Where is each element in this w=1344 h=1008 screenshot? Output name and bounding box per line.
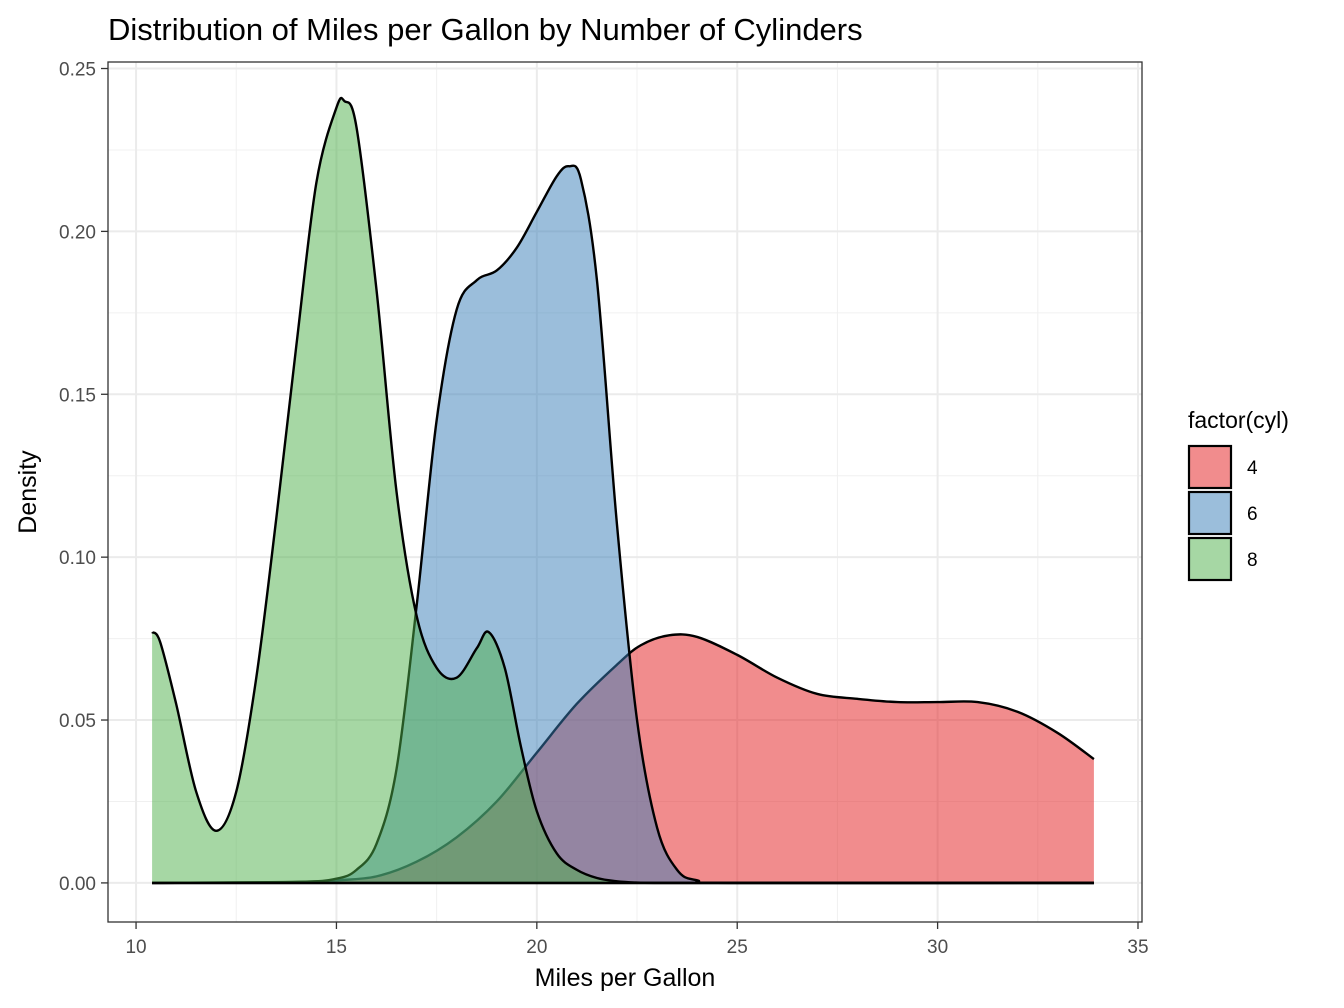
legend-key-4 bbox=[1187, 444, 1233, 490]
y-tick-label: 0.10 bbox=[59, 548, 96, 569]
x-tick-label: 15 bbox=[326, 937, 347, 958]
legend-label-6: 6 bbox=[1247, 504, 1258, 525]
legend-label-8: 8 bbox=[1247, 550, 1258, 571]
x-tick-label: 25 bbox=[727, 937, 748, 958]
legend-key-8 bbox=[1187, 536, 1233, 582]
density-area-8 bbox=[152, 97, 1094, 883]
x-tick-label: 30 bbox=[927, 937, 948, 958]
y-tick-label: 0.00 bbox=[59, 874, 96, 895]
density-series bbox=[151, 96, 1095, 885]
density-line-8 bbox=[151, 96, 1094, 885]
y-tick-label: 0.15 bbox=[59, 385, 96, 406]
plot-border bbox=[107, 61, 1143, 923]
x-axis-title: Miles per Gallon bbox=[535, 964, 716, 992]
legend-label-4: 4 bbox=[1247, 458, 1258, 479]
legend-title: factor(cyl) bbox=[1188, 407, 1289, 433]
chart-title: Distribution of Miles per Gallon by Numb… bbox=[108, 12, 863, 47]
legend: factor(cyl) 4 6 8 bbox=[1187, 407, 1289, 582]
legend-key-6 bbox=[1187, 490, 1233, 536]
x-tick-label: 10 bbox=[125, 937, 146, 958]
x-tick-label: 20 bbox=[526, 937, 547, 958]
y-tick-label: 0.25 bbox=[59, 60, 96, 81]
axes: 10 15 20 25 30 35 0.00 0.05 0.10 0.15 0.20 0.25 bbox=[59, 60, 1149, 958]
y-tick-label: 0.05 bbox=[59, 711, 96, 732]
grid-lines bbox=[108, 62, 1142, 922]
density-area-6 bbox=[152, 165, 1094, 884]
y-tick-label: 0.20 bbox=[59, 222, 96, 243]
x-tick-label: 35 bbox=[1127, 937, 1148, 958]
y-axis-title: Density bbox=[14, 450, 42, 534]
